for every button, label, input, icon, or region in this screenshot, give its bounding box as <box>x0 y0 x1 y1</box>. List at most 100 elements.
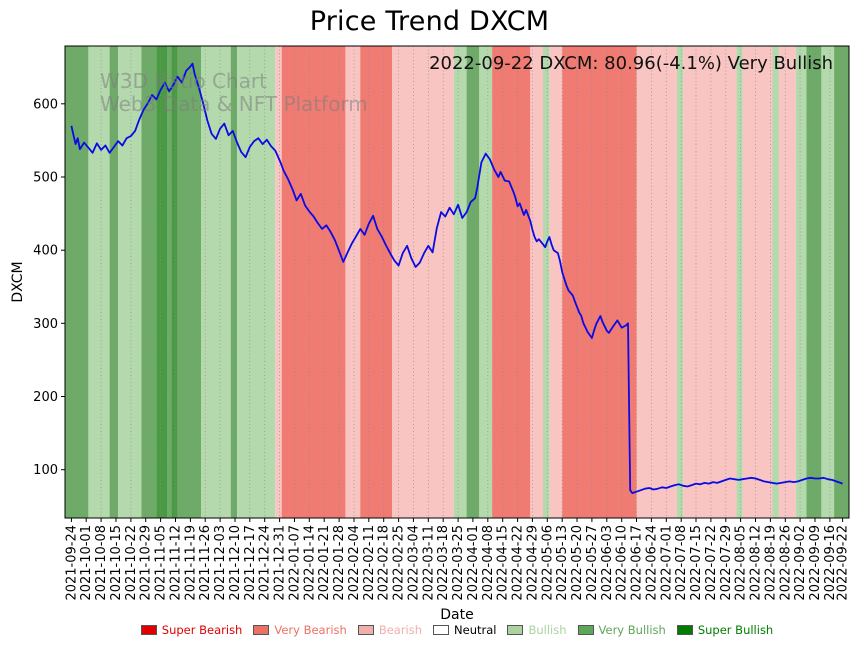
x-tick-label: 2022-03-11 <box>421 525 436 601</box>
x-tick-label: 2022-01-14 <box>302 525 317 601</box>
sentiment-band-bearish <box>345 46 361 518</box>
sentiment-band-bearish <box>530 46 543 518</box>
sentiment-band-very_bullish <box>834 46 849 518</box>
sentiment-band-bearish <box>636 46 677 518</box>
sentiment-band-super_bullish <box>156 46 167 518</box>
legend-item-super_bearish: Super Bearish <box>140 623 243 637</box>
x-tick-label: 2022-06-24 <box>644 525 659 601</box>
sentiment-band-very_bullish <box>466 46 480 518</box>
x-tick-label: 2022-04-01 <box>466 525 481 601</box>
x-tick-label: 2022-06-17 <box>630 525 645 601</box>
sentiment-band-bearish <box>778 46 796 518</box>
sentiment-band-bullish <box>821 46 835 518</box>
x-tick-label: 2021-09-24 <box>64 525 79 601</box>
y-tick-label: 400 <box>33 244 58 259</box>
y-tick-label: 200 <box>33 390 58 405</box>
x-tick-label: 2021-10-22 <box>124 525 139 601</box>
sentiment-band-super_bullish <box>171 46 178 518</box>
x-tick-label: 2021-10-15 <box>109 525 124 601</box>
x-tick-label: 2022-04-08 <box>481 525 496 601</box>
legend-swatch-bearish <box>357 625 374 635</box>
x-tick-label: 2022-08-12 <box>749 525 764 601</box>
sentiment-band-very_bearish <box>492 46 531 518</box>
legend-swatch-very_bullish <box>577 625 594 635</box>
x-tick-label: 2022-03-18 <box>436 525 451 601</box>
y-axis: 100 200 300 400 500 600 <box>33 97 65 478</box>
legend-item-bullish: Bullish <box>507 623 567 637</box>
price-line <box>70 62 843 495</box>
y-tick-label: 500 <box>33 171 58 186</box>
chart-title: Price Trend DXCM <box>309 6 550 37</box>
sentiment-band-bullish <box>118 46 142 518</box>
x-tick-label: 2022-09-16 <box>823 525 838 601</box>
y-tick-label: 600 <box>33 97 58 112</box>
sentiment-band-bearish <box>275 46 282 518</box>
x-tick-label: 2022-03-04 <box>406 525 421 601</box>
x-tick-label: 2022-02-04 <box>347 525 362 601</box>
sentiment-band-bullish <box>453 46 467 518</box>
x-tick-label: 2022-02-18 <box>377 525 392 601</box>
legend-label-super_bearish: Super Bearish <box>161 623 243 637</box>
x-tick-label: 2022-07-29 <box>719 525 734 601</box>
sentiment-band-very_bearish <box>281 46 346 518</box>
x-tick-label: 2022-09-02 <box>793 525 808 601</box>
x-tick-label: 2022-03-25 <box>451 525 466 601</box>
y-tick-label: 300 <box>33 317 58 332</box>
legend-item-very_bearish: Very Bearish <box>253 623 347 637</box>
sentiment-band-very_bullish <box>230 46 238 518</box>
legend-item-super_bullish: Super Bullish <box>676 623 774 637</box>
legend-label-very_bearish: Very Bearish <box>274 623 347 637</box>
x-tick-label: 2022-02-11 <box>362 525 377 601</box>
sentiment-band-bullish <box>676 46 684 518</box>
legend-label-neutral: Neutral <box>454 623 497 637</box>
y-axis-title: DXCM <box>10 261 26 303</box>
sentiment-band-bullish <box>736 46 743 518</box>
sentiment-band-very_bullish <box>806 46 822 518</box>
x-tick-label: 2021-11-05 <box>154 525 169 601</box>
x-tick-label: 2021-12-10 <box>228 525 243 601</box>
legend: Super Bearish Very Bearish Bearish Neutral B… <box>65 623 849 637</box>
sentiment-band-very_bullish <box>177 46 201 518</box>
x-tick-label: 2022-07-08 <box>674 525 689 601</box>
x-tick-label: 2022-09-09 <box>808 525 823 601</box>
x-tick-label: 2022-02-25 <box>392 525 407 601</box>
legend-swatch-neutral <box>433 625 450 635</box>
sentiment-band-bullish <box>88 46 110 518</box>
x-tick-label: 2022-01-21 <box>317 525 332 601</box>
x-tick-label: 2021-10-01 <box>79 525 94 601</box>
x-tick-label: 2022-06-10 <box>615 525 630 601</box>
legend-swatch-super_bearish <box>140 625 157 635</box>
sentiment-bands <box>65 46 849 518</box>
x-tick-label: 2022-05-20 <box>570 525 585 601</box>
sentiment-band-bearish <box>683 46 737 518</box>
sentiment-band-bullish <box>543 46 550 518</box>
x-tick-label: 2022-01-28 <box>332 525 347 601</box>
sentiment-band-bullish <box>795 46 807 518</box>
legend-swatch-bullish <box>507 625 524 635</box>
legend-label-bullish: Bullish <box>528 623 567 637</box>
x-tick-label: 2022-08-19 <box>763 525 778 601</box>
x-tick-label: 2022-01-07 <box>288 525 303 601</box>
sentiment-band-bullish <box>772 46 779 518</box>
x-tick-label: 2021-11-12 <box>169 525 184 601</box>
x-tick-label: 2022-05-06 <box>540 525 555 601</box>
legend-swatch-super_bullish <box>676 625 693 635</box>
x-tick-label: 2022-08-26 <box>778 525 793 601</box>
x-tick-label: 2022-04-15 <box>496 525 511 601</box>
x-axis: 2021-09-24 2021-10-01 2021-10-08 2021-10-15… <box>64 518 851 601</box>
x-tick-label: 2021-12-31 <box>273 525 288 601</box>
sentiment-band-bearish <box>549 46 563 518</box>
x-axis-title: Date <box>440 607 474 623</box>
sentiment-band-very_bullish <box>65 46 89 518</box>
sentiment-band-very_bullish <box>109 46 119 518</box>
x-tick-label: 2022-05-13 <box>555 525 570 601</box>
x-tick-label: 2022-07-01 <box>659 525 674 601</box>
legend-label-super_bullish: Super Bullish <box>697 623 774 637</box>
legend-swatch-very_bearish <box>253 625 270 635</box>
x-tick-label: 2021-11-19 <box>183 525 198 601</box>
x-tick-label: 2022-06-03 <box>600 525 615 601</box>
sentiment-band-very_bullish <box>141 46 157 518</box>
sentiment-band-bullish <box>479 46 492 518</box>
